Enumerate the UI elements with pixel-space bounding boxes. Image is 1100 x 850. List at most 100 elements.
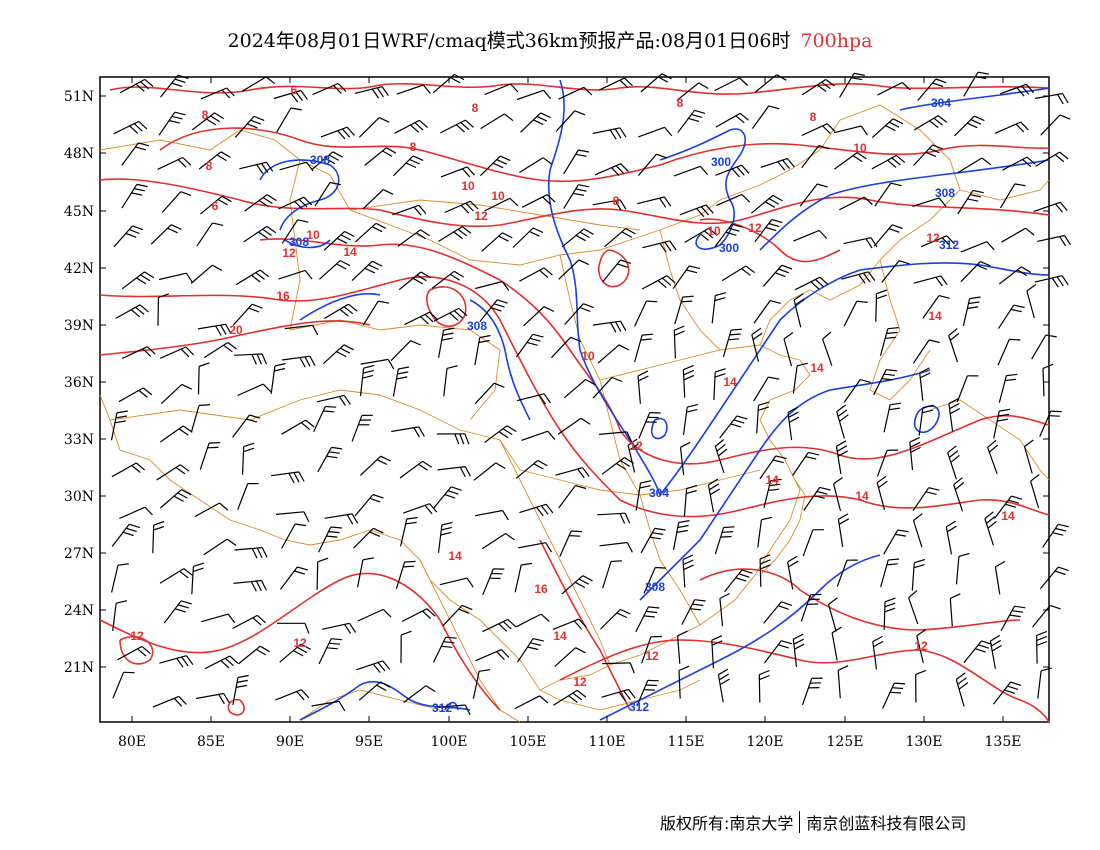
wind-barb xyxy=(354,86,389,99)
wind-barb xyxy=(323,230,355,251)
wind-barb xyxy=(514,695,549,710)
boundary-line xyxy=(759,479,806,576)
wind-barb xyxy=(191,562,205,595)
wind-barb xyxy=(351,260,383,282)
wind-barb xyxy=(634,300,658,327)
wind-barb xyxy=(1037,667,1052,699)
lat-tick-label: 30N xyxy=(64,489,94,505)
wind-barb xyxy=(880,558,900,588)
wind-barb xyxy=(792,451,820,476)
height-contour-line xyxy=(659,128,746,250)
wind-barb xyxy=(917,78,947,101)
temperature-contour-line xyxy=(159,127,1050,183)
wind-barb xyxy=(313,405,337,433)
height-contour-label: 312 xyxy=(939,238,959,252)
lat-tick-label: 21N xyxy=(64,660,94,676)
wind-barb xyxy=(883,402,902,433)
wind-barb xyxy=(998,373,1018,403)
wind-barb xyxy=(759,455,787,480)
wind-barb xyxy=(197,362,210,395)
wind-barb xyxy=(1002,156,1036,171)
wind-barb xyxy=(484,425,517,443)
height-contour-line xyxy=(639,369,931,601)
wind-barb xyxy=(594,163,629,177)
height-contour-label: 304 xyxy=(931,96,951,110)
wind-barb xyxy=(243,225,277,243)
height-contour-label: 300 xyxy=(719,241,739,255)
wind-barb xyxy=(672,520,690,551)
lat-tick-label: 24N xyxy=(64,603,94,619)
wind-barb xyxy=(234,547,268,559)
wind-barb xyxy=(753,376,780,402)
wind-barb xyxy=(324,513,359,525)
wind-barb xyxy=(598,77,633,91)
temperature-contour-label: 6 xyxy=(212,199,219,213)
wind-barb xyxy=(993,408,1011,439)
wind-barb xyxy=(713,368,726,401)
wind-barb xyxy=(949,593,961,627)
wind-barb xyxy=(432,73,465,94)
wind-barb xyxy=(643,566,667,594)
wind-barb xyxy=(552,618,587,630)
wind-barb xyxy=(316,394,351,406)
wind-barb xyxy=(557,417,591,435)
wind-barb xyxy=(883,597,896,630)
wind-barb xyxy=(999,183,1026,209)
lon-tick-label: 95E xyxy=(355,734,383,750)
wind-barb xyxy=(876,449,899,477)
wind-barb xyxy=(783,332,794,367)
wind-barb xyxy=(432,486,462,509)
wind-barb xyxy=(1030,474,1040,509)
wind-barb xyxy=(636,679,659,707)
wind-barb xyxy=(955,672,969,707)
wind-barb xyxy=(871,154,906,170)
wind-barb xyxy=(835,440,848,475)
lon-tick-label: 115E xyxy=(668,734,705,750)
wind-barb xyxy=(989,634,1002,669)
wind-barb xyxy=(232,674,249,706)
wind-barb xyxy=(598,431,633,443)
wind-barb xyxy=(793,293,805,328)
lon-tick-label: 90E xyxy=(276,734,304,750)
temperature-contour-label: 6 xyxy=(291,83,298,97)
wind-barb xyxy=(558,259,590,280)
wind-barb xyxy=(191,112,225,131)
wind-barb xyxy=(1026,284,1037,319)
wind-barb xyxy=(119,506,154,520)
wind-barb xyxy=(561,228,594,248)
wind-barb xyxy=(277,622,310,634)
wind-barb xyxy=(564,303,594,325)
wind-barb xyxy=(318,260,351,280)
temperature-contour-label: 12 xyxy=(629,439,643,453)
wind-barbs xyxy=(110,71,1072,716)
lon-tick-label: 120E xyxy=(747,734,784,750)
wind-barb xyxy=(358,117,390,138)
boundary-line xyxy=(539,679,701,711)
temperature-contour-label: 8 xyxy=(410,140,417,154)
lat-tick-label: 33N xyxy=(64,432,94,448)
temperature-contour-label: 14 xyxy=(448,549,462,563)
wind-barb xyxy=(913,275,948,287)
wind-barb xyxy=(871,118,904,139)
temperature-contour-label: 14 xyxy=(553,629,567,643)
height-contour-line xyxy=(444,701,459,711)
temperature-contour-line xyxy=(259,238,1050,465)
wind-barb xyxy=(759,554,771,587)
wind-barb xyxy=(637,370,649,404)
wind-barb xyxy=(948,328,960,363)
wind-barb xyxy=(473,462,506,481)
wind-barb xyxy=(682,364,695,398)
wind-barb xyxy=(203,341,237,359)
boundary-line xyxy=(299,689,441,721)
wind-barb xyxy=(602,560,623,589)
wind-barb xyxy=(998,266,1032,285)
wind-barb xyxy=(641,275,676,290)
wind-barb xyxy=(997,338,1021,366)
wind-barb xyxy=(553,689,587,706)
wind-barb xyxy=(563,184,590,209)
temperature-contour-line xyxy=(426,286,467,328)
wind-barb xyxy=(756,401,770,434)
lon-tick-label: 85E xyxy=(197,734,225,750)
wind-barb xyxy=(437,521,453,553)
wind-barb xyxy=(275,689,310,701)
